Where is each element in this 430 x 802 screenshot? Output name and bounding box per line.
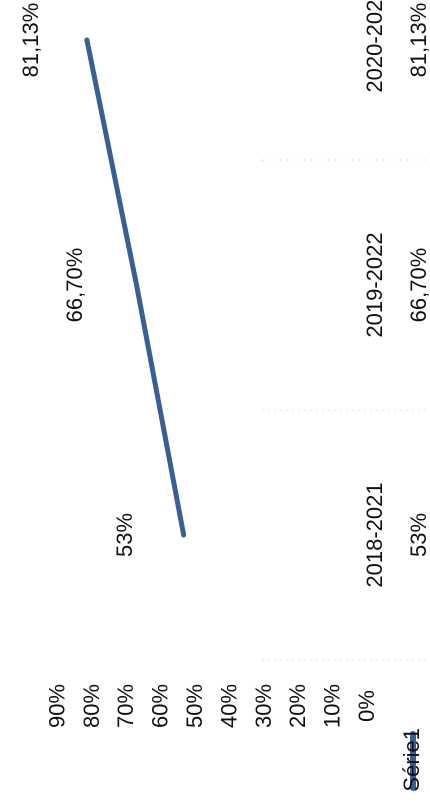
category-label: 2018-2021 [362,482,387,587]
y-tick-label: 40% [216,684,241,728]
y-tick-label: 20% [285,684,310,728]
y-tick-label: 50% [182,684,207,728]
legend: Série1 [399,728,424,792]
category-labels: 2018-2021 2019-2022 2020-2022 [362,0,387,588]
y-axis: 0% 10% 20% 30% 40% 50% 60% 70% 80% 90% [44,684,379,728]
y-tick-label: 10% [320,684,345,728]
y-tick-label: 30% [251,684,276,728]
legend-label: Série1 [399,728,424,792]
series-layer [84,37,187,538]
y-tick-label: 90% [44,684,69,728]
y-tick-label: 80% [79,684,104,728]
data-table: 53% 66,70% 81,13% [406,3,430,557]
table-cell: 81,13% [406,3,430,78]
y-tick-label: 0% [354,690,379,722]
y-tick-label: 60% [148,684,173,728]
data-label: 66,70% [62,248,87,323]
table-cell: 53% [406,513,430,557]
y-tick-label: 70% [113,684,138,728]
category-label: 2019-2022 [362,232,387,337]
data-label: 81,13% [18,3,43,78]
series-line [84,37,187,538]
category-label: 2020-2022 [362,0,387,93]
data-labels: 53% 66,70% 81,13% [18,3,137,557]
data-label: 53% [112,513,137,557]
table-cell: 66,70% [406,248,430,323]
